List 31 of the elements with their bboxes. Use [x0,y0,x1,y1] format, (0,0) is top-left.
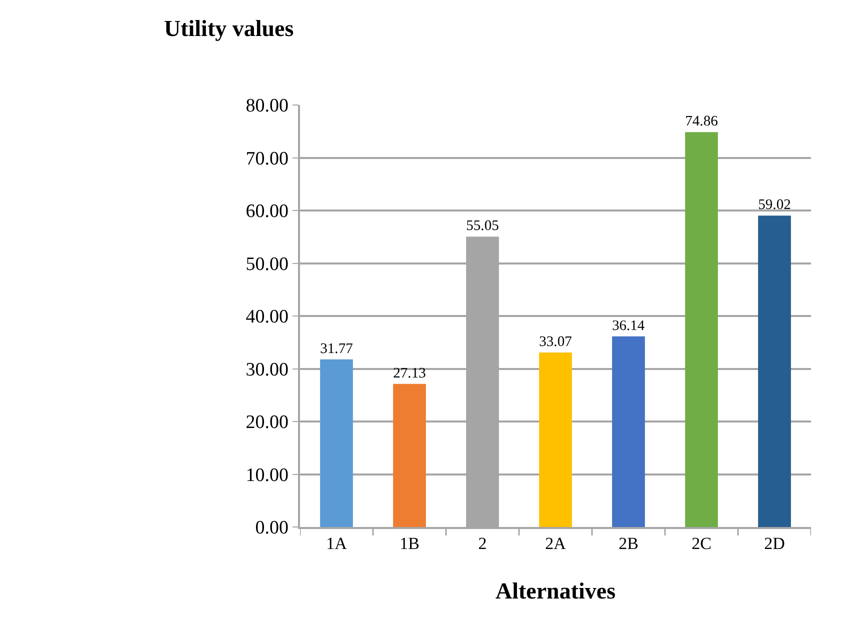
x-tick-label: 2A [545,534,567,554]
bar [539,352,572,527]
y-tick-label: 10.00 [246,464,288,486]
bar [612,336,645,527]
y-axis-title: Utility values [164,16,294,41]
y-tick-label: 30.00 [246,359,288,380]
y-tick-label: 50.00 [246,254,288,275]
y-tick-label: 0.00 [255,518,288,539]
x-axis-title: Alternatives [495,578,616,604]
data-label: 36.14 [612,318,645,334]
bar [685,132,718,527]
bar [393,384,426,527]
x-tick-label: 2 [478,534,487,554]
x-tick-label: 2D [764,534,785,554]
x-tick-label: 1B [400,534,420,554]
y-tick-label: 60.00 [246,201,288,222]
x-tick-label: 2C [692,534,712,554]
data-label: 59.02 [758,197,791,214]
x-tick-label: 2B [618,534,638,554]
data-label: 74.86 [685,114,718,130]
bar [320,359,353,527]
y-tick-label: 20.00 [246,412,288,434]
y-tick-label: 40.00 [246,306,288,328]
bar [758,216,791,527]
y-tick-label: 80.00 [246,96,288,117]
data-label: 33.07 [539,334,572,350]
data-label: 31.77 [320,340,353,357]
x-tick-label: 1A [326,534,348,554]
y-tick-label: 70.00 [246,148,288,170]
data-label: 55.05 [466,218,499,234]
data-label: 27.13 [393,365,426,382]
